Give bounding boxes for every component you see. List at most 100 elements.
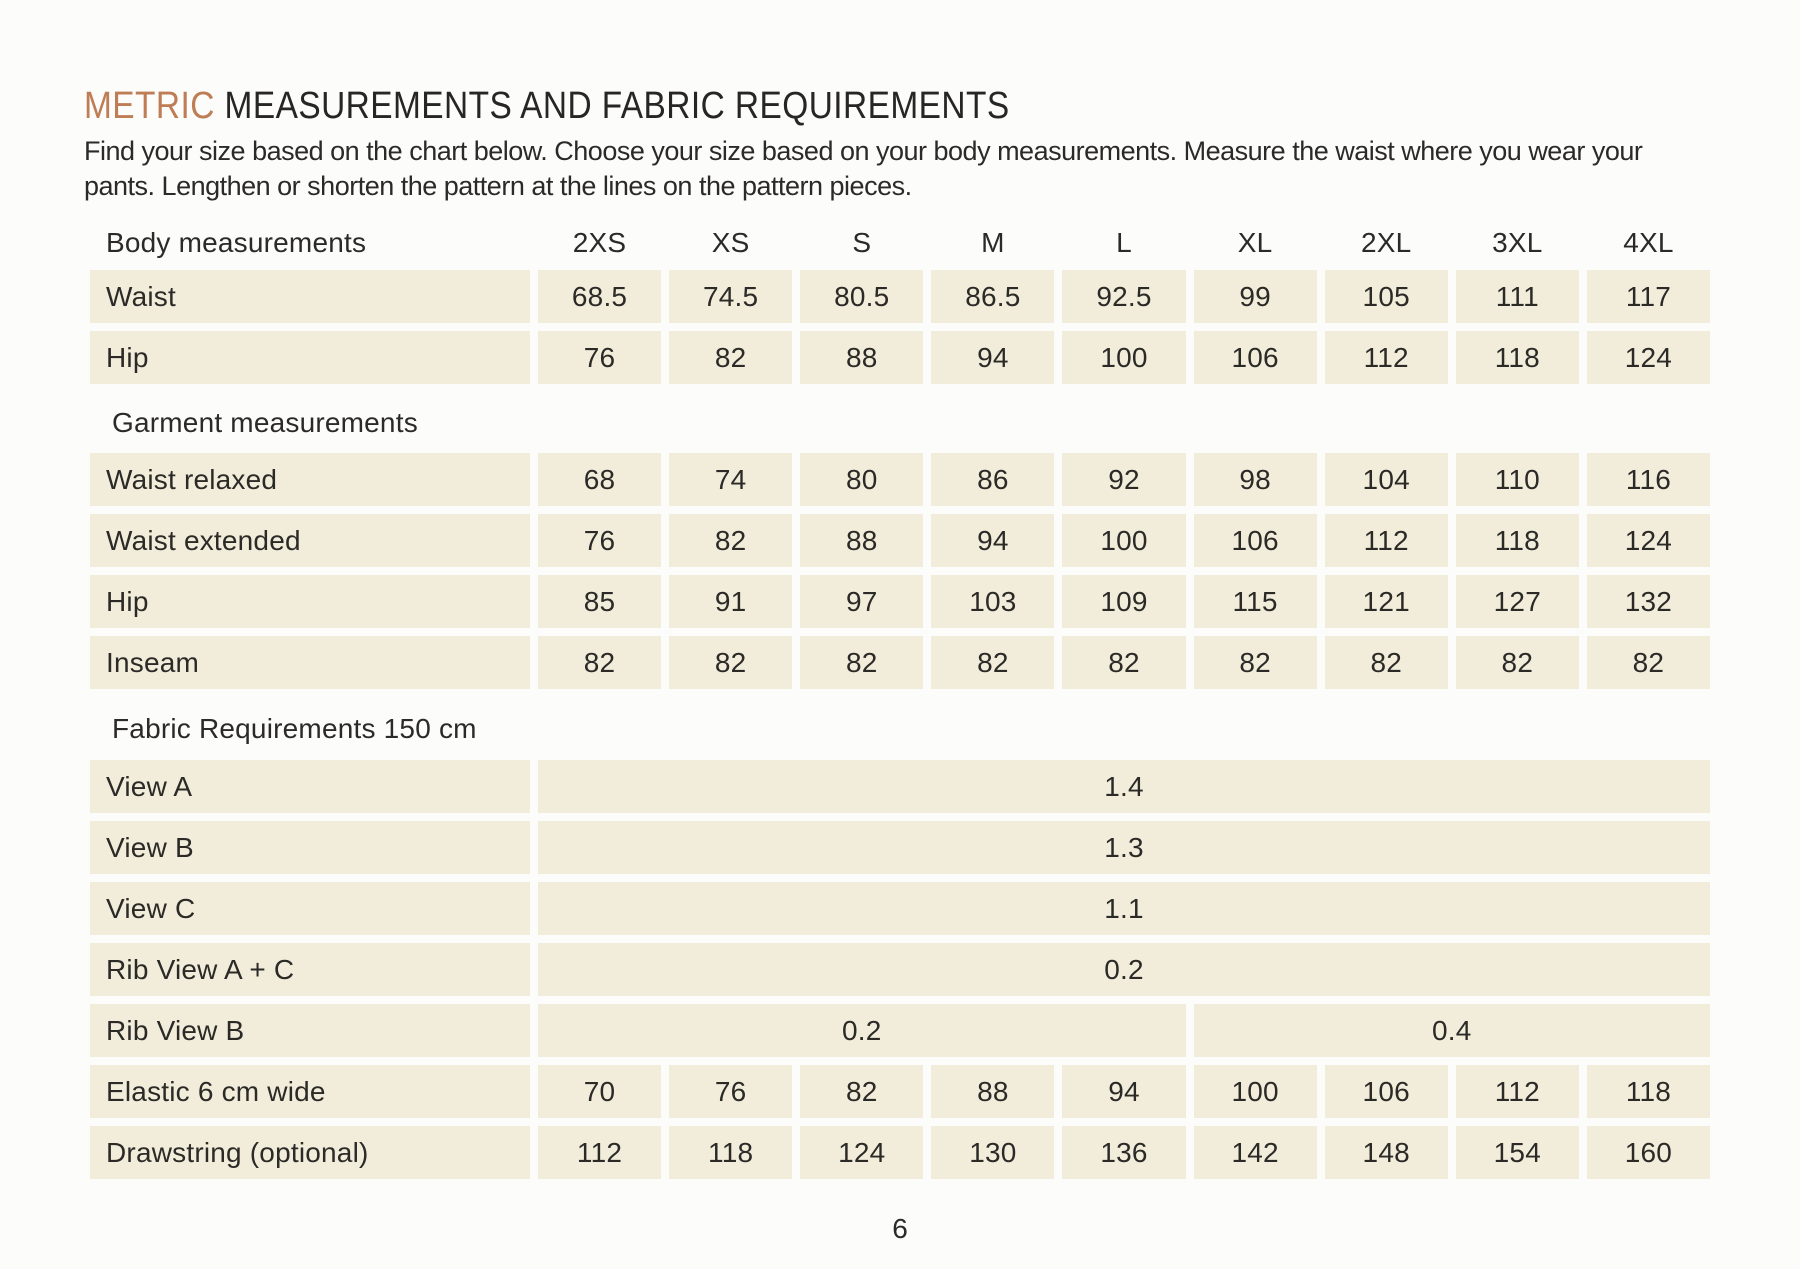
value-cell: 82 [669, 331, 793, 384]
table-row-view-c: View C 1.1 [90, 882, 1710, 935]
value-cell: 118 [1586, 1065, 1710, 1118]
value-cell: 112 [1324, 514, 1448, 567]
value-cell: 99 [1193, 270, 1317, 323]
table-row-drawstring: Drawstring (optional) 112 118 124 130 13… [90, 1126, 1710, 1179]
value-cell: 82 [1062, 636, 1186, 689]
value-cell: 92 [1062, 453, 1186, 506]
row-label: Rib View A + C [90, 943, 530, 996]
table-row-view-b: View B 1.3 [90, 821, 1710, 874]
value-cell: 103 [931, 575, 1055, 628]
merged-value-cell: 0.4 [1193, 1004, 1710, 1057]
value-cell: 148 [1324, 1126, 1448, 1179]
value-cell: 80 [800, 453, 924, 506]
intro-paragraph: Find your size based on the chart below.… [84, 134, 1716, 204]
size-column-header: S [852, 227, 872, 258]
row-label: Drawstring (optional) [90, 1126, 530, 1179]
page-number: 6 [892, 1213, 908, 1244]
value-cell: 97 [800, 575, 924, 628]
value-cell: 130 [931, 1126, 1055, 1179]
section-header-garment: Garment measurements [112, 406, 418, 438]
value-cell: 80.5 [800, 270, 924, 323]
value-cell: 68.5 [538, 270, 662, 323]
value-cell: 82 [669, 636, 793, 689]
value-cell: 82 [1586, 636, 1710, 689]
merged-value-cell: 1.4 [538, 760, 1710, 813]
value-cell: 132 [1586, 575, 1710, 628]
value-cell: 88 [800, 514, 924, 567]
row-label: View B [90, 821, 530, 874]
value-cell: 104 [1324, 453, 1448, 506]
table-row-rib-view-b: Rib View B 0.2 0.4 [90, 1004, 1710, 1057]
value-cell: 88 [800, 331, 924, 384]
value-cell: 86.5 [931, 270, 1055, 323]
value-cell: 100 [1062, 514, 1186, 567]
merged-value-cell: 1.3 [538, 821, 1710, 874]
value-cell: 124 [800, 1126, 924, 1179]
row-label: Waist extended [90, 514, 530, 567]
size-column-header: 2XS [572, 227, 627, 258]
table-row-waist-relaxed: Waist relaxed 68 74 80 86 92 98 104 110 … [90, 453, 1710, 506]
value-cell: 68 [538, 453, 662, 506]
table-row-waist-extended: Waist extended 76 82 88 94 100 106 112 1… [90, 514, 1710, 567]
value-cell: 92.5 [1062, 270, 1186, 323]
value-cell: 82 [538, 636, 662, 689]
row-label: View A [90, 760, 530, 813]
value-cell: 106 [1193, 514, 1317, 567]
value-cell: 115 [1193, 575, 1317, 628]
value-cell: 118 [1455, 514, 1579, 567]
value-cell: 100 [1193, 1065, 1317, 1118]
value-cell: 82 [1193, 636, 1317, 689]
merged-value-cell: 0.2 [538, 1004, 1186, 1057]
value-cell: 94 [1062, 1065, 1186, 1118]
value-cell: 121 [1324, 575, 1448, 628]
table-row-hip-body: Hip 76 82 88 94 100 106 112 118 124 [90, 331, 1710, 384]
value-cell: 110 [1455, 453, 1579, 506]
merged-value-cell: 1.1 [538, 882, 1710, 935]
value-cell: 124 [1586, 514, 1710, 567]
value-cell: 112 [1324, 331, 1448, 384]
value-cell: 82 [1455, 636, 1579, 689]
size-column-header: XL [1237, 227, 1273, 258]
value-cell: 109 [1062, 575, 1186, 628]
value-cell: 142 [1193, 1126, 1317, 1179]
value-cell: 74 [669, 453, 793, 506]
table-row-hip-garment: Hip 85 91 97 103 109 115 121 127 132 [90, 575, 1710, 628]
value-cell: 85 [538, 575, 662, 628]
value-cell: 127 [1455, 575, 1579, 628]
value-cell: 76 [669, 1065, 793, 1118]
value-cell: 82 [669, 514, 793, 567]
table-row-view-a: View A 1.4 [90, 760, 1710, 813]
row-label: Waist [90, 270, 530, 323]
value-cell: 106 [1193, 331, 1317, 384]
intro-line: Find your size based on the chart below.… [84, 136, 1643, 166]
size-column-header: 4XL [1623, 227, 1674, 258]
value-cell: 86 [931, 453, 1055, 506]
size-column-header: 2XL [1361, 227, 1412, 258]
merged-value-cell: 0.2 [538, 943, 1710, 996]
row-label: Inseam [90, 636, 530, 689]
value-cell: 117 [1586, 270, 1710, 323]
size-column-header: XS [711, 227, 750, 258]
row-label: View C [90, 882, 530, 935]
size-column-header: 3XL [1492, 227, 1543, 258]
table-header-row: Body measurements 2XS XS S M L XL 2XL 3X… [90, 222, 1710, 264]
section-header-fabric: Fabric Requirements 150 cm [112, 712, 477, 744]
value-cell: 74.5 [669, 270, 793, 323]
value-cell: 94 [931, 514, 1055, 567]
table-row-waist: Waist 68.5 74.5 80.5 86.5 92.5 99 105 11… [90, 270, 1710, 323]
row-label: Rib View B [90, 1004, 530, 1057]
value-cell: 111 [1455, 270, 1579, 323]
size-chart-table: Body measurements 2XS XS S M L XL 2XL 3X… [90, 222, 1710, 1179]
intro-line: pants. Lengthen or shorten the pattern a… [84, 171, 912, 201]
table-header-label: Body measurements [106, 227, 367, 258]
value-cell: 82 [800, 1065, 924, 1118]
row-label: Elastic 6 cm wide [90, 1065, 530, 1118]
size-column-header: L [1116, 227, 1132, 258]
value-cell: 112 [1455, 1065, 1579, 1118]
value-cell: 88 [931, 1065, 1055, 1118]
title-main: MEASUREMENTS AND FABRIC REQUIREMENTS [224, 85, 1010, 127]
value-cell: 106 [1324, 1065, 1448, 1118]
value-cell: 82 [1324, 636, 1448, 689]
table-row-elastic: Elastic 6 cm wide 70 76 82 88 94 100 106… [90, 1065, 1710, 1118]
value-cell: 76 [538, 514, 662, 567]
